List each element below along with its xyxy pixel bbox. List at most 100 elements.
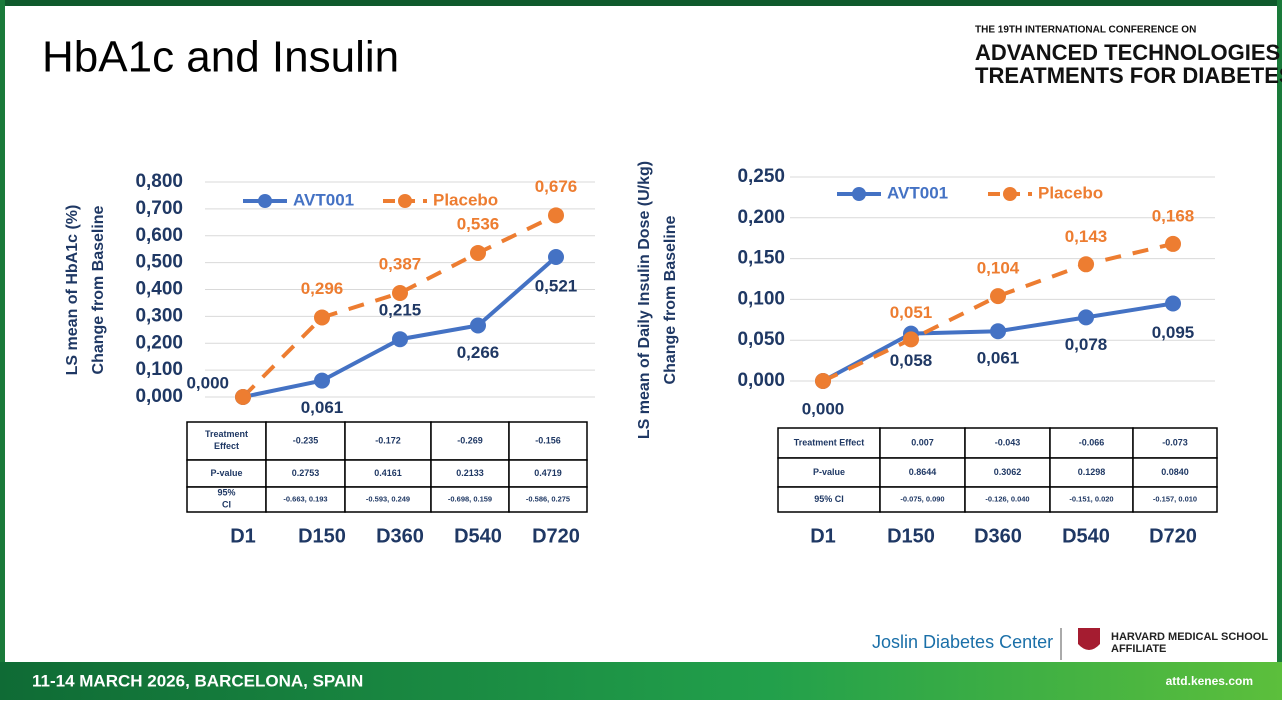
table-cell (964, 486, 1051, 513)
x-tick-label: D1 (230, 525, 256, 547)
y-tick-label: 0,300 (135, 305, 183, 326)
y-tick-label: 0,700 (135, 198, 183, 219)
x-tick-label: D540 (1062, 525, 1110, 547)
table-cell (964, 427, 1051, 459)
y-axis-title: LS mean of HbA1c (%) (64, 205, 81, 376)
table-row-label: Treatment Effect (205, 429, 248, 451)
table-value: -0.593, 0.249 (366, 494, 410, 503)
data-point (314, 372, 330, 389)
legend-label[interactable]: Placebo (1038, 183, 1103, 202)
legend-label[interactable]: AVT001 (887, 183, 948, 202)
conference-name: TREATMENTS FOR DIABETES (975, 63, 1282, 88)
y-tick-label: 0,200 (737, 207, 785, 228)
series-line (242, 255, 558, 399)
table-cell (430, 421, 510, 461)
table-row-label: 95% CI (217, 488, 235, 510)
table-value: -0.586, 0.275 (526, 494, 570, 503)
table-row-label-part: CI (222, 500, 231, 510)
partner-logo: Joslin Diabetes Center (872, 632, 1053, 652)
y-axis-title: LS mean of Daily Insulin Dose (U/kg) (636, 161, 653, 439)
data-point (1078, 309, 1094, 326)
data-label: 0,078 (1065, 335, 1108, 354)
table-value: -0.126, 0.040 (985, 494, 1029, 503)
table-value: -0.698, 0.159 (448, 494, 492, 503)
legend-marker (852, 187, 866, 201)
data-point (235, 389, 251, 405)
data-label: 0,000 (186, 373, 229, 392)
table-cell (265, 486, 346, 513)
series-line (241, 213, 557, 399)
data-label: 0,521 (535, 276, 578, 295)
y-tick-label: 0,200 (135, 332, 183, 353)
data-label: 0,387 (379, 254, 422, 273)
table-cell (265, 421, 346, 461)
table-cell (344, 486, 432, 513)
data-label: 0,536 (457, 214, 500, 233)
data-point (903, 331, 919, 348)
data-point (548, 248, 564, 265)
x-tick-label: D720 (532, 525, 580, 547)
y-tick-label: 0,100 (135, 359, 183, 380)
table-row-label: 95% CI (814, 494, 844, 504)
table-row-label-part: 95% (217, 488, 235, 498)
table-value: 0.3062 (994, 467, 1022, 477)
legend-label[interactable]: Placebo (433, 190, 498, 209)
y-tick-label: 0,800 (135, 171, 183, 192)
data-label: 0,296 (301, 279, 344, 298)
harvard-shield (1078, 628, 1100, 650)
data-label: 0,051 (890, 303, 933, 322)
data-label: 0,676 (535, 177, 578, 196)
y-tick-label: 0,000 (737, 370, 785, 391)
table-value: -0.663, 0.193 (283, 494, 327, 503)
table-cell (777, 457, 881, 488)
right-border (1277, 0, 1282, 662)
y-axis-title: Change from Baseline (90, 205, 107, 374)
table-cell (186, 459, 267, 488)
y-tick-label: 0,050 (737, 329, 785, 350)
legend-marker (258, 194, 272, 208)
table-value: -0.073 (1162, 437, 1188, 447)
y-tick-label: 0,500 (135, 252, 183, 273)
table-cell (879, 486, 966, 513)
table-value: -0.043 (995, 437, 1021, 447)
table-row-label-part: Effect (214, 441, 239, 451)
table-value: -0.066 (1079, 437, 1105, 447)
legend-marker (398, 194, 412, 208)
data-point (470, 244, 486, 261)
legend-marker (1003, 187, 1017, 201)
legend-label[interactable]: AVT001 (293, 190, 354, 209)
table-value: 0.2753 (292, 468, 320, 478)
data-point (1165, 295, 1181, 312)
data-label: 0,000 (802, 399, 845, 418)
y-tick-label: 0,400 (135, 279, 183, 300)
y-tick-label: 0,150 (737, 248, 785, 269)
table-value: -0.235 (293, 435, 319, 445)
data-point (990, 323, 1006, 340)
table-value: 0.1298 (1078, 467, 1106, 477)
table-row-label: P-value (813, 467, 845, 477)
table-value: -0.075, 0.090 (900, 494, 944, 503)
data-label: 0,143 (1065, 227, 1108, 246)
left-border (0, 0, 5, 662)
table-value: 0.4161 (374, 468, 402, 478)
x-tick-label: D360 (376, 525, 424, 547)
table-row-label-part: Treatment (205, 429, 248, 439)
y-tick-label: 0,100 (737, 288, 785, 309)
table-value: 0.8644 (909, 467, 937, 477)
series-line (822, 301, 1174, 383)
data-label: 0,095 (1152, 323, 1195, 342)
data-label: 0,215 (379, 301, 422, 320)
conference-name: ADVANCED TECHNOLOGIES & (975, 40, 1282, 65)
data-point (1078, 256, 1094, 273)
table-value: 0.007 (911, 437, 934, 447)
data-label: 0,061 (977, 349, 1020, 368)
table-cell (777, 486, 881, 513)
y-axis-title: Change from Baseline (662, 215, 679, 384)
data-label: 0,266 (457, 343, 500, 362)
y-tick-label: 0,600 (135, 225, 183, 246)
table-row-label: P-value (210, 468, 242, 478)
affiliate: AFFILIATE (1111, 643, 1166, 655)
slide-title: HbA1c and Insulin (42, 33, 399, 82)
table-value: -0.157, 0.010 (1153, 494, 1197, 503)
